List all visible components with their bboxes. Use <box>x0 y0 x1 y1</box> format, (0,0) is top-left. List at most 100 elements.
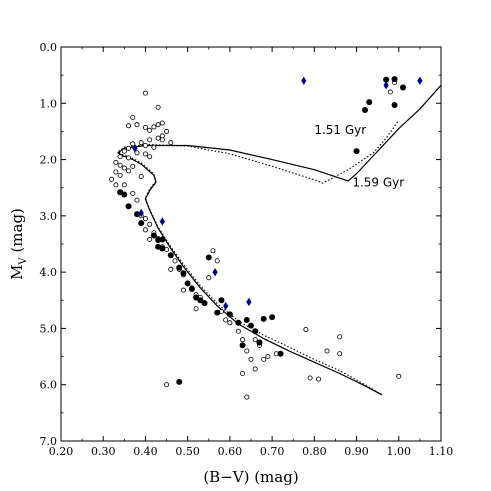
filled-circle-point <box>248 322 254 329</box>
open-circle-point <box>113 169 119 175</box>
filled-circle-point <box>239 342 246 349</box>
open-circle-point <box>252 366 258 372</box>
open-circle-point <box>147 137 153 143</box>
filled-circle-point <box>391 76 398 83</box>
plot-area <box>109 76 442 400</box>
open-circle-point <box>130 114 136 120</box>
diamond-point <box>132 144 138 153</box>
open-circle-point <box>142 142 148 148</box>
open-circle-point <box>147 127 153 133</box>
open-circle-point <box>307 375 313 381</box>
isochrone-solid-line <box>116 84 442 396</box>
open-circle-point <box>126 123 132 129</box>
filled-circle-point <box>252 328 259 335</box>
open-circle-point <box>134 197 140 203</box>
open-circle-point <box>147 221 153 227</box>
open-circle-point <box>387 89 393 95</box>
y-axis-label-unit: (mag) <box>8 208 26 257</box>
open-circle-point <box>142 151 148 157</box>
open-circle-point <box>126 155 132 161</box>
x-tick-label: 1.00 <box>387 445 412 458</box>
open-circle-point <box>164 382 170 388</box>
filled-circle-point <box>180 270 187 277</box>
filled-circle-point <box>138 220 145 227</box>
open-circle-point <box>109 176 115 182</box>
filled-circle-point <box>362 107 368 114</box>
filled-circle-point <box>201 300 208 307</box>
open-circle-point <box>223 317 229 323</box>
open-circle-point <box>155 104 161 110</box>
open-circle-point <box>240 370 246 376</box>
open-circle-point <box>396 373 402 379</box>
diamond-point <box>223 301 229 311</box>
filled-circle-point <box>184 280 191 287</box>
open-circle-point <box>155 135 161 141</box>
open-circle-point <box>227 320 233 326</box>
open-circle-point <box>130 163 136 169</box>
isochrone-dotted-line <box>117 119 400 396</box>
open-circle-point <box>172 258 178 264</box>
x-tick-label: 0.50 <box>175 445 200 458</box>
open-circle-point <box>210 248 216 254</box>
open-circle-point <box>142 124 148 130</box>
x-tick-label: 0.60 <box>218 445 243 458</box>
open-circle-point <box>142 90 148 96</box>
x-axis-label: (B−V) (mag) <box>203 468 298 486</box>
open-circle-point <box>324 348 330 354</box>
open-circle-point <box>206 275 212 281</box>
filled-circle-point <box>176 264 183 271</box>
annotations: 1.51 Gyr 1.59 Gyr <box>314 123 404 189</box>
open-circle-point <box>117 172 123 178</box>
y-tick-label: 5.0 <box>40 322 58 335</box>
filled-circle-point <box>383 76 390 83</box>
open-circle-point <box>164 128 170 134</box>
open-circle-point <box>117 162 123 168</box>
plot-frame <box>60 46 442 442</box>
open-circle-point <box>121 148 127 154</box>
open-circle-point <box>155 122 161 128</box>
open-circle-point <box>261 356 267 362</box>
diamond-point <box>301 76 307 85</box>
open-circle-point <box>252 337 258 343</box>
diamond-point <box>212 267 218 277</box>
y-tick-label: 1.0 <box>40 97 58 110</box>
open-circle-point <box>316 376 322 382</box>
isochrone-age-label: 1.51 Gyr <box>314 123 366 137</box>
filled-circle-point <box>155 243 162 250</box>
filled-circle-point <box>277 350 284 357</box>
filled-circle-point <box>226 311 233 318</box>
filled-circle-point <box>243 316 250 323</box>
open-circle-point <box>244 348 250 354</box>
filled-circle-point <box>366 99 373 106</box>
open-circle-point <box>142 216 148 222</box>
open-circle-point <box>121 182 127 188</box>
open-circle-point <box>159 137 165 143</box>
open-circle-point <box>126 168 132 174</box>
open-circle-point <box>244 394 250 400</box>
x-tick-label: 1.10 <box>429 445 454 458</box>
diamond-point <box>417 76 423 85</box>
open-circle-point <box>142 227 148 233</box>
open-circle-point <box>121 165 127 171</box>
diamond-point <box>246 297 252 307</box>
open-circle-point <box>130 190 136 196</box>
x-tick-label: 0.90 <box>344 445 369 458</box>
filled-circle-point <box>188 286 195 293</box>
filled-circle-point <box>218 297 225 304</box>
open-circle-point <box>168 140 174 146</box>
filled-circle-point <box>260 315 267 322</box>
open-circle-point <box>151 124 157 130</box>
open-circle-point <box>138 173 144 179</box>
x-tick-label: 0.70 <box>260 445 285 458</box>
open-circle-point <box>193 306 199 312</box>
filled-circle-point <box>235 319 242 326</box>
open-circle-point <box>337 351 343 357</box>
y-tick-label: 0.0 <box>40 41 58 54</box>
filled-circle-point <box>256 339 263 346</box>
open-circle-point <box>147 154 153 160</box>
open-circle-point <box>235 328 241 334</box>
axis-ticks: 0.20 0.30 0.40 0.50 0.60 0.70 0.80 0.90 1.00 1.10… <box>40 41 454 458</box>
x-tick-label: 0.80 <box>302 445 327 458</box>
y-axis-label-main: M <box>8 265 26 280</box>
open-circle-point <box>168 266 174 272</box>
